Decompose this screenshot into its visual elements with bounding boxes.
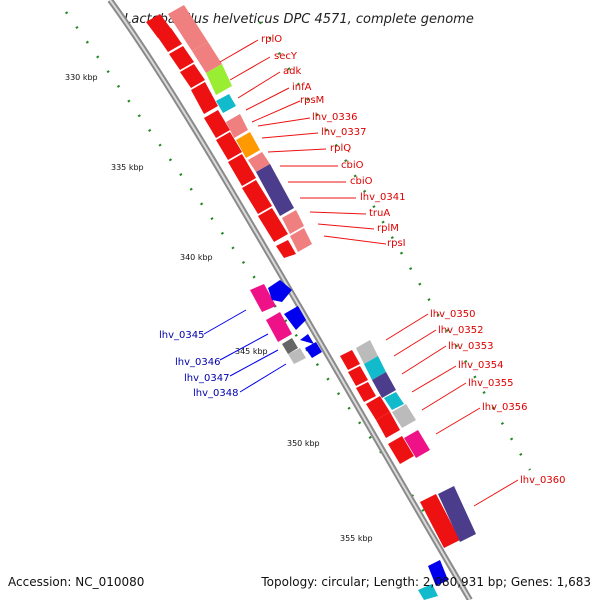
gene-block (256, 164, 294, 216)
gene-label: truA (369, 208, 390, 219)
inner-tick-track (64, 11, 432, 521)
gene-arrow (242, 180, 272, 214)
gene-label: cbiO (341, 160, 364, 171)
gene-arrow (366, 396, 390, 420)
gene-block (372, 372, 396, 398)
topology-summary: Topology: circular; Length: 2,080,931 bp… (260, 575, 591, 589)
gene-label: lhv_0350 (430, 309, 475, 320)
gene-label: adk (283, 66, 301, 77)
gene-block (236, 132, 260, 158)
kbp-label-350: 350 kbp (287, 439, 320, 448)
gene-cluster-lower (340, 340, 476, 600)
gene-block (266, 312, 292, 342)
gene-arrow (204, 110, 230, 138)
gene-arrow (340, 350, 360, 370)
gene-block (168, 5, 208, 51)
gene-label: lhv_0353 (448, 341, 493, 352)
leader-lines-lower (385, 313, 519, 507)
kbp-label-355: 355 kbp (340, 534, 373, 543)
gene-label: lhv_0352 (438, 325, 483, 336)
gene-labels-lower: lhv_0350 lhv_0352 lhv_0353 lhv_0354 lhv_… (430, 309, 565, 486)
gene-label: rplO (261, 34, 282, 45)
gene-label: rpsI (387, 238, 406, 249)
gene-block (282, 210, 304, 234)
gene-label: lhv_0356 (482, 402, 527, 413)
gene-label: lhv_0355 (468, 378, 513, 389)
map-title: Lactobacillus helveticus DPC 4571, compl… (124, 12, 474, 27)
gene-arrow (356, 382, 376, 402)
gene-label: cbiO (350, 176, 373, 187)
gene-labels-blue: lhv_0345 lhv_0346 lhv_0347 lhv_0348 (159, 330, 238, 399)
gene-arrow (169, 46, 194, 70)
gene-block (250, 284, 276, 312)
gene-arrow (376, 412, 400, 438)
gene-arrow (348, 366, 368, 386)
gene-label: lhv_0337 (321, 127, 366, 138)
kbp-label-330: 330 kbp (65, 73, 98, 82)
gene-label: rplM (377, 223, 399, 234)
scale-labels: 330 kbp 335 kbp 340 kbp 345 kbp 350 kbp … (65, 73, 373, 543)
gene-label: lhv_0354 (458, 360, 503, 371)
gene-labels-upper: rplO secY adk infA rpsM lhv_0336 lhv_033… (261, 34, 406, 249)
gene-block (384, 392, 404, 410)
gene-arrow (191, 82, 218, 114)
gene-arrow (420, 494, 460, 548)
gene-label: lhv_0341 (360, 192, 405, 203)
gene-arrow (305, 342, 322, 358)
gene-arrow (216, 132, 242, 160)
gene-arrow (157, 28, 182, 52)
gene-block (206, 64, 232, 95)
gene-label: lhv_0336 (312, 112, 357, 123)
gene-label: lhv_0360 (520, 475, 565, 486)
gene-block (226, 114, 248, 138)
kbp-label-345: 345 kbp (235, 347, 268, 356)
backbone-highlight (109, 0, 471, 600)
genome-backbone (107, 0, 473, 600)
kbp-label-335: 335 kbp (111, 163, 144, 172)
gene-arrow (258, 208, 288, 242)
gene-block (282, 338, 298, 354)
gene-arrow (428, 560, 448, 586)
gene-block (418, 584, 438, 600)
gene-block (248, 152, 270, 172)
gene-block (364, 356, 386, 380)
gene-block (356, 340, 378, 364)
gene-block (290, 228, 312, 252)
gene-arrow (388, 436, 414, 464)
gene-block (192, 42, 222, 73)
gene-block (288, 348, 306, 364)
gene-arrow (284, 306, 306, 330)
gene-block (404, 430, 430, 458)
gene-block (392, 404, 416, 428)
gene-cluster-upper (146, 5, 312, 258)
gene-label: rpsM (300, 95, 324, 106)
gene-label: lhv_0348 (193, 388, 238, 399)
gene-label: rplQ (330, 143, 351, 154)
gene-arrow (268, 280, 292, 302)
tick-tracks (64, 11, 532, 521)
gene-label: lhv_0346 (175, 357, 220, 368)
gene-arrow (276, 240, 296, 258)
gene-arrow (180, 64, 205, 88)
leader-lines-upper (219, 39, 387, 245)
gene-label: infA (292, 82, 312, 93)
gene-arrow (228, 154, 256, 186)
gene-arrow (300, 334, 314, 344)
gene-label: secY (274, 51, 298, 62)
kbp-label-340: 340 kbp (180, 253, 213, 262)
gene-block (438, 486, 476, 542)
gene-label: lhv_0345 (159, 330, 204, 341)
gene-label: lhv_0347 (184, 373, 229, 384)
leader-lines-blue (203, 309, 287, 393)
gene-block (216, 94, 236, 113)
accession-text: Accession: NC_010080 (8, 575, 144, 589)
gene-cluster-middle (250, 280, 322, 364)
